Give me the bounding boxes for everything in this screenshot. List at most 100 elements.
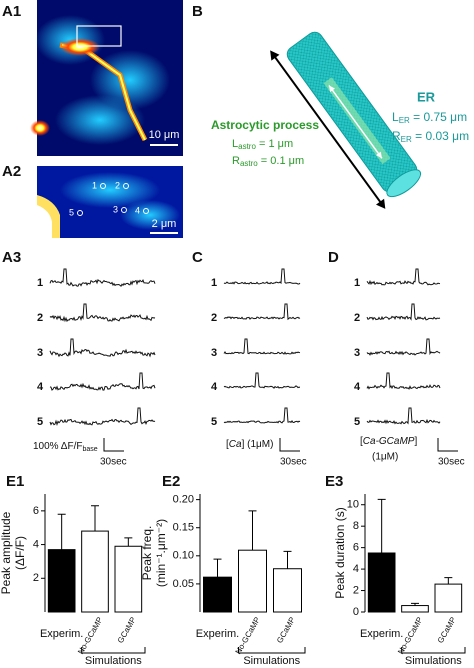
y-tick-label: 2 bbox=[353, 584, 359, 596]
roi bbox=[77, 210, 83, 216]
image-a2 bbox=[37, 166, 183, 238]
trace bbox=[366, 303, 441, 321]
scale-label: 100% ΔF/Fbase bbox=[33, 441, 98, 453]
error-bar bbox=[57, 513, 66, 550]
y-tick-label: 10 bbox=[347, 499, 359, 511]
y-tick-label: 0.15 bbox=[173, 522, 194, 534]
y-axis-label: Peak amplitude bbox=[0, 511, 13, 594]
panel-label: B bbox=[192, 3, 203, 20]
trace-label: 3 bbox=[211, 347, 217, 359]
panel-label: E1 bbox=[6, 473, 24, 490]
y-axis-label: Peak duration (s) bbox=[333, 507, 347, 598]
trace-label: 4 bbox=[211, 381, 218, 393]
scale-label: 30sec bbox=[438, 457, 465, 468]
panel-label: A3 bbox=[2, 249, 21, 266]
x-tick-label: GCaMP bbox=[116, 616, 138, 645]
er-length: LER = 0.75 μm bbox=[392, 110, 467, 125]
trace bbox=[223, 268, 301, 285]
y-tick-label: 6 bbox=[353, 542, 359, 554]
panel-label: D bbox=[328, 249, 339, 266]
y-tick-label: 6 bbox=[33, 505, 39, 517]
y-tick-label: 0.10 bbox=[173, 550, 194, 562]
error-bar bbox=[411, 602, 419, 606]
panel-label: A1 bbox=[2, 3, 21, 20]
error-bar bbox=[283, 550, 292, 569]
er-radius: RER = 0.03 μm bbox=[392, 129, 469, 144]
scale-bars bbox=[103, 438, 458, 452]
trace-label: 2 bbox=[354, 312, 360, 324]
y-tick-label: 2 bbox=[33, 572, 39, 584]
er-title: ER bbox=[417, 89, 436, 104]
y-tick-label: 0.05 bbox=[173, 578, 194, 590]
y-tick-label: 0 bbox=[353, 606, 359, 618]
trace bbox=[49, 268, 156, 288]
error-bar bbox=[248, 510, 257, 551]
trace bbox=[223, 338, 301, 355]
trace bbox=[49, 338, 156, 358]
group-label: Simulations bbox=[243, 655, 300, 667]
roi-label: 3 bbox=[113, 204, 118, 214]
x-tick-label: Experim. bbox=[196, 628, 239, 640]
trace-label: 1 bbox=[211, 277, 217, 289]
group-bracket bbox=[81, 647, 146, 654]
bar bbox=[114, 545, 143, 613]
y-tick-label: 8 bbox=[353, 520, 359, 532]
scale-label: 2 μm bbox=[152, 218, 177, 230]
group-bracket bbox=[401, 647, 466, 654]
trace bbox=[366, 407, 441, 425]
trace-label: 2 bbox=[37, 312, 43, 324]
trace-label: 3 bbox=[354, 347, 360, 359]
trace bbox=[366, 268, 441, 286]
trace-label: 5 bbox=[37, 416, 43, 428]
scale-label: (1μM) bbox=[372, 452, 398, 463]
bar bbox=[238, 549, 267, 613]
roi-label: 4 bbox=[135, 205, 140, 215]
group-label: Simulations bbox=[405, 655, 462, 667]
scale-label: [Ca] (1μM) bbox=[226, 439, 273, 450]
y-tick-label: 4 bbox=[353, 563, 359, 575]
trace-label: 5 bbox=[354, 416, 360, 428]
cylinder bbox=[270, 31, 422, 209]
y-tick-label: 4 bbox=[33, 538, 39, 550]
trace-label: 1 bbox=[354, 277, 360, 289]
trace-label: 4 bbox=[354, 381, 361, 393]
roi bbox=[100, 183, 106, 189]
scale-label: [Ca-GCaMP] bbox=[360, 436, 417, 447]
y-axis-label: (ΔF/F) bbox=[13, 536, 27, 570]
trace-label: 2 bbox=[211, 312, 217, 324]
bar bbox=[434, 583, 463, 613]
trace bbox=[49, 303, 156, 323]
process-title: Astrocytic process bbox=[211, 118, 319, 132]
x-tick-label: Experim. bbox=[360, 628, 403, 640]
process-length: Lastro = 1 μm bbox=[232, 138, 293, 151]
error-bar bbox=[444, 577, 453, 585]
y-axis-label: Peak freq. bbox=[140, 526, 154, 581]
trace bbox=[366, 372, 441, 390]
image-a1 bbox=[30, 0, 183, 156]
trace-label: 5 bbox=[211, 416, 217, 428]
panel-label: C bbox=[192, 249, 203, 266]
scale-label: 30sec bbox=[100, 457, 127, 468]
roi bbox=[123, 183, 129, 189]
error-bar bbox=[377, 498, 386, 553]
y-tick-label: 0.20 bbox=[173, 494, 194, 506]
roi-label: 5 bbox=[69, 207, 74, 217]
x-tick-label: GCaMP bbox=[275, 616, 297, 645]
error-bar bbox=[91, 505, 99, 532]
bar bbox=[47, 549, 76, 613]
bar bbox=[81, 530, 109, 613]
panel-label: E2 bbox=[162, 473, 180, 490]
bar bbox=[367, 552, 396, 613]
panel-label: E3 bbox=[325, 473, 343, 490]
trace bbox=[366, 338, 441, 356]
bar bbox=[401, 605, 429, 613]
scale-label: 30sec bbox=[280, 457, 307, 468]
x-tick-label: GCaMP bbox=[436, 616, 458, 645]
error-bar bbox=[213, 558, 222, 578]
trace bbox=[49, 407, 156, 427]
x-tick-label: Experim. bbox=[40, 628, 83, 640]
panel-label: A2 bbox=[2, 163, 21, 180]
group-bracket bbox=[238, 647, 306, 654]
group-label: Simulations bbox=[85, 655, 142, 667]
